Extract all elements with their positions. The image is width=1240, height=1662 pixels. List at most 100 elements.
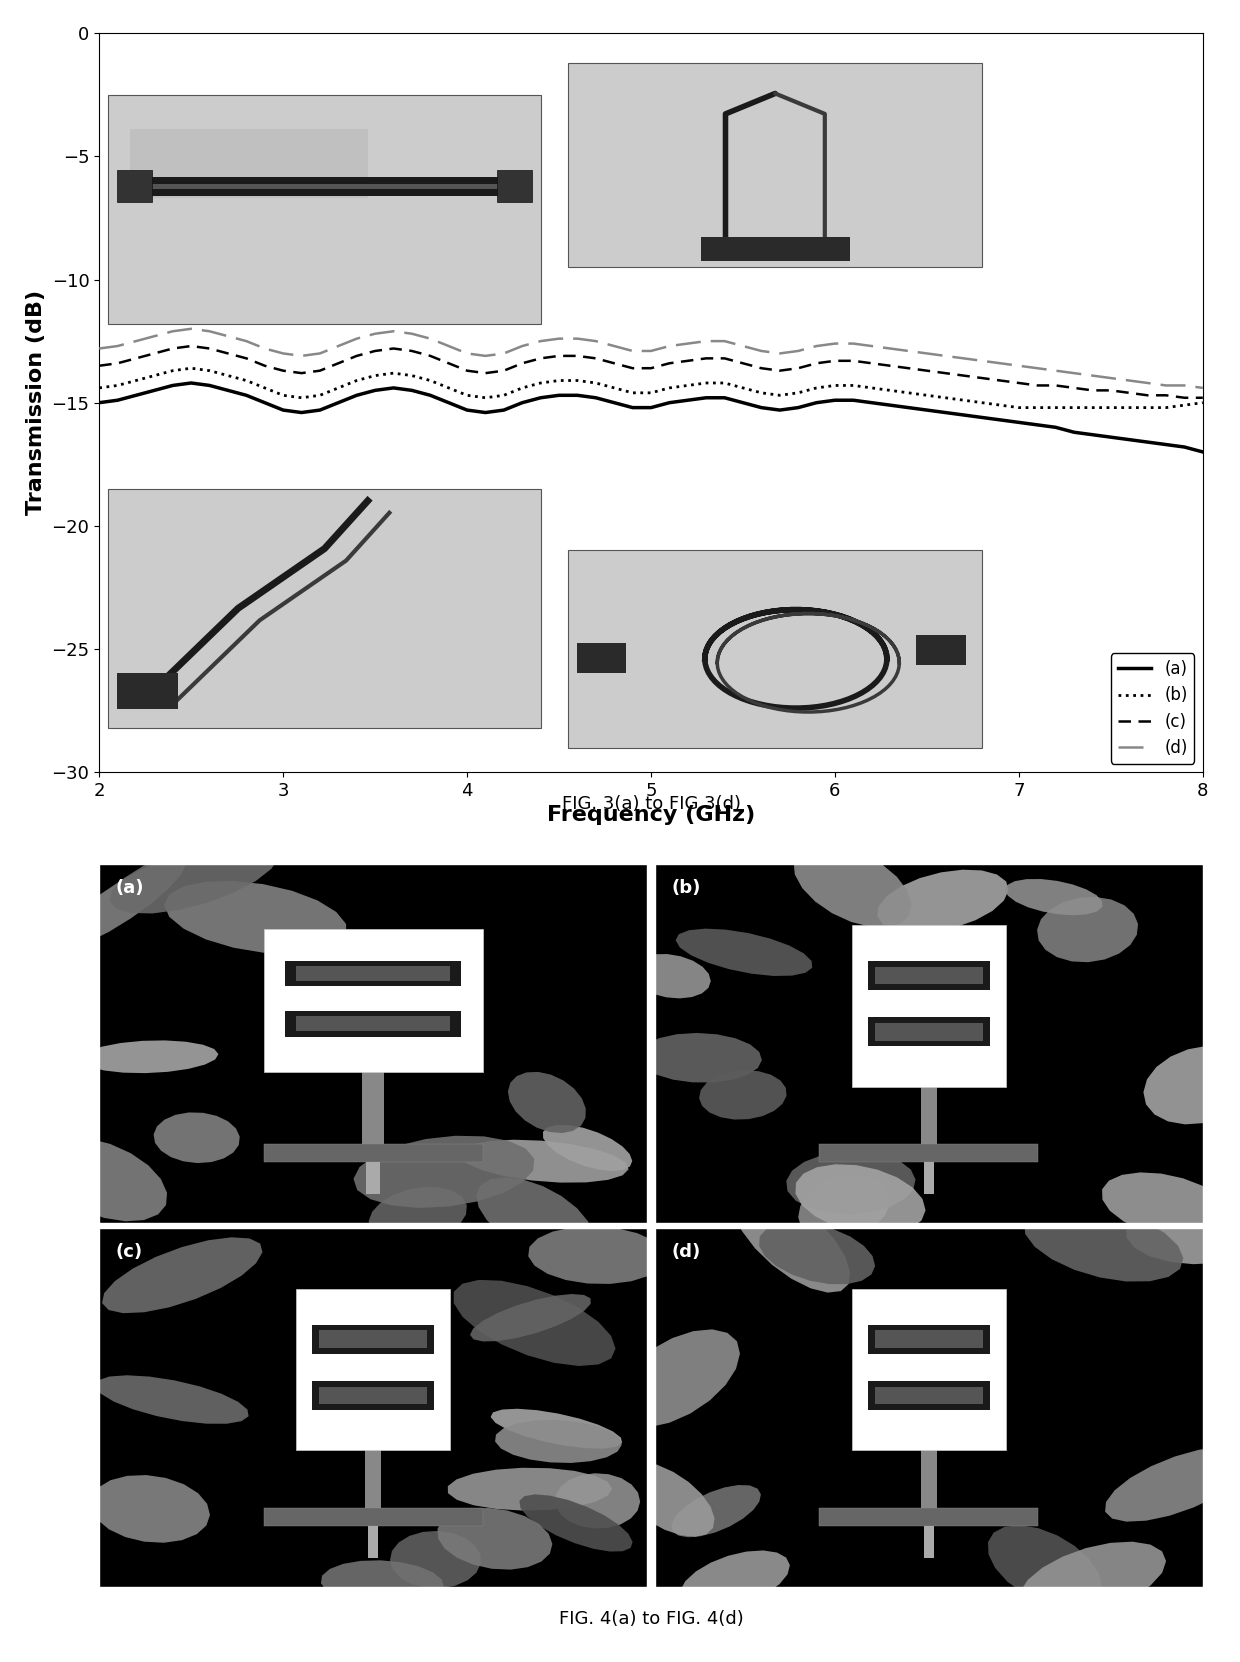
X-axis label: Frequency (GHz): Frequency (GHz) [547, 806, 755, 826]
Bar [366, 1451, 381, 1507]
Polygon shape [1019, 1542, 1166, 1617]
Polygon shape [1126, 1198, 1240, 1265]
Bar [820, 1507, 1038, 1526]
Polygon shape [630, 954, 711, 999]
Polygon shape [91, 1476, 210, 1542]
Bar [108, 489, 541, 728]
Bar [497, 171, 532, 203]
Bar [264, 929, 482, 1072]
Bar [296, 1015, 450, 1032]
Bar [311, 1381, 434, 1409]
Text: (b): (b) [672, 879, 701, 897]
Bar [285, 1010, 461, 1037]
Bar [852, 926, 1006, 1087]
Text: FIG. 3(a) to FIG.3(d): FIG. 3(a) to FIG.3(d) [562, 796, 740, 813]
Bar [868, 1017, 991, 1047]
Polygon shape [368, 1187, 466, 1245]
Bar [264, 1143, 482, 1162]
Bar [924, 1162, 934, 1195]
Bar [875, 967, 982, 984]
Bar [568, 550, 982, 748]
Bar [264, 1507, 482, 1526]
Bar [868, 961, 991, 991]
Polygon shape [699, 1070, 786, 1120]
Bar [320, 1386, 427, 1404]
Polygon shape [102, 1237, 263, 1313]
Polygon shape [988, 1526, 1102, 1609]
Bar [285, 961, 461, 986]
Bar [916, 635, 966, 665]
Polygon shape [164, 881, 346, 954]
Polygon shape [476, 1177, 593, 1256]
Polygon shape [799, 1175, 890, 1242]
Bar [568, 63, 982, 268]
Polygon shape [95, 1374, 249, 1424]
Bar [296, 1290, 450, 1451]
Bar [875, 1331, 982, 1348]
Text: (d): (d) [672, 1243, 701, 1260]
Polygon shape [52, 858, 186, 951]
Polygon shape [154, 1112, 239, 1163]
Polygon shape [321, 1561, 444, 1607]
Polygon shape [353, 1135, 534, 1208]
Legend: (a), (b), (c), (d): (a), (b), (c), (d) [1111, 653, 1194, 765]
Bar [130, 130, 368, 198]
Bar [921, 1087, 936, 1143]
Polygon shape [459, 1140, 629, 1183]
Bar [117, 673, 177, 708]
Bar [875, 1386, 982, 1404]
Polygon shape [613, 1330, 740, 1428]
Polygon shape [1024, 1205, 1183, 1281]
Polygon shape [1037, 897, 1138, 962]
Polygon shape [732, 1187, 851, 1293]
Bar [924, 1526, 934, 1557]
Y-axis label: Transmission (dB): Transmission (dB) [26, 291, 46, 515]
Bar [921, 1451, 936, 1507]
Bar [108, 95, 541, 324]
Polygon shape [491, 1409, 622, 1449]
Polygon shape [1105, 1448, 1240, 1522]
Bar [868, 1381, 991, 1409]
Polygon shape [448, 1468, 613, 1511]
Text: (a): (a) [115, 879, 144, 897]
Bar [367, 1162, 379, 1195]
Bar [875, 1024, 982, 1040]
Bar [368, 1526, 378, 1557]
Bar [362, 1072, 384, 1143]
Bar [320, 1331, 427, 1348]
Polygon shape [1143, 1045, 1240, 1125]
Bar [868, 1325, 991, 1353]
Polygon shape [794, 844, 911, 927]
Polygon shape [639, 1034, 761, 1082]
Polygon shape [470, 1295, 590, 1341]
Text: FIG. 4(a) to FIG. 4(d): FIG. 4(a) to FIG. 4(d) [559, 1610, 743, 1629]
Bar [130, 184, 520, 189]
Bar [577, 643, 626, 673]
Polygon shape [676, 929, 812, 976]
Polygon shape [680, 1551, 790, 1610]
Polygon shape [796, 1165, 925, 1235]
Text: (c): (c) [115, 1243, 143, 1260]
Polygon shape [36, 1137, 167, 1222]
Polygon shape [556, 1473, 640, 1529]
Bar [701, 236, 849, 261]
Polygon shape [454, 1280, 615, 1366]
Polygon shape [109, 839, 279, 914]
Polygon shape [671, 1486, 761, 1537]
Polygon shape [495, 1419, 621, 1463]
Polygon shape [1006, 879, 1102, 916]
Bar [117, 171, 151, 203]
Polygon shape [1102, 1172, 1234, 1240]
Polygon shape [615, 1461, 714, 1537]
Polygon shape [82, 1040, 218, 1074]
Polygon shape [438, 1507, 552, 1569]
Polygon shape [528, 1227, 666, 1285]
Polygon shape [508, 1072, 585, 1133]
Polygon shape [520, 1494, 632, 1552]
Polygon shape [786, 1152, 915, 1215]
Bar [130, 178, 520, 196]
Polygon shape [543, 1125, 632, 1172]
Bar [820, 1143, 1038, 1162]
Polygon shape [759, 1223, 875, 1285]
Polygon shape [389, 1531, 481, 1589]
